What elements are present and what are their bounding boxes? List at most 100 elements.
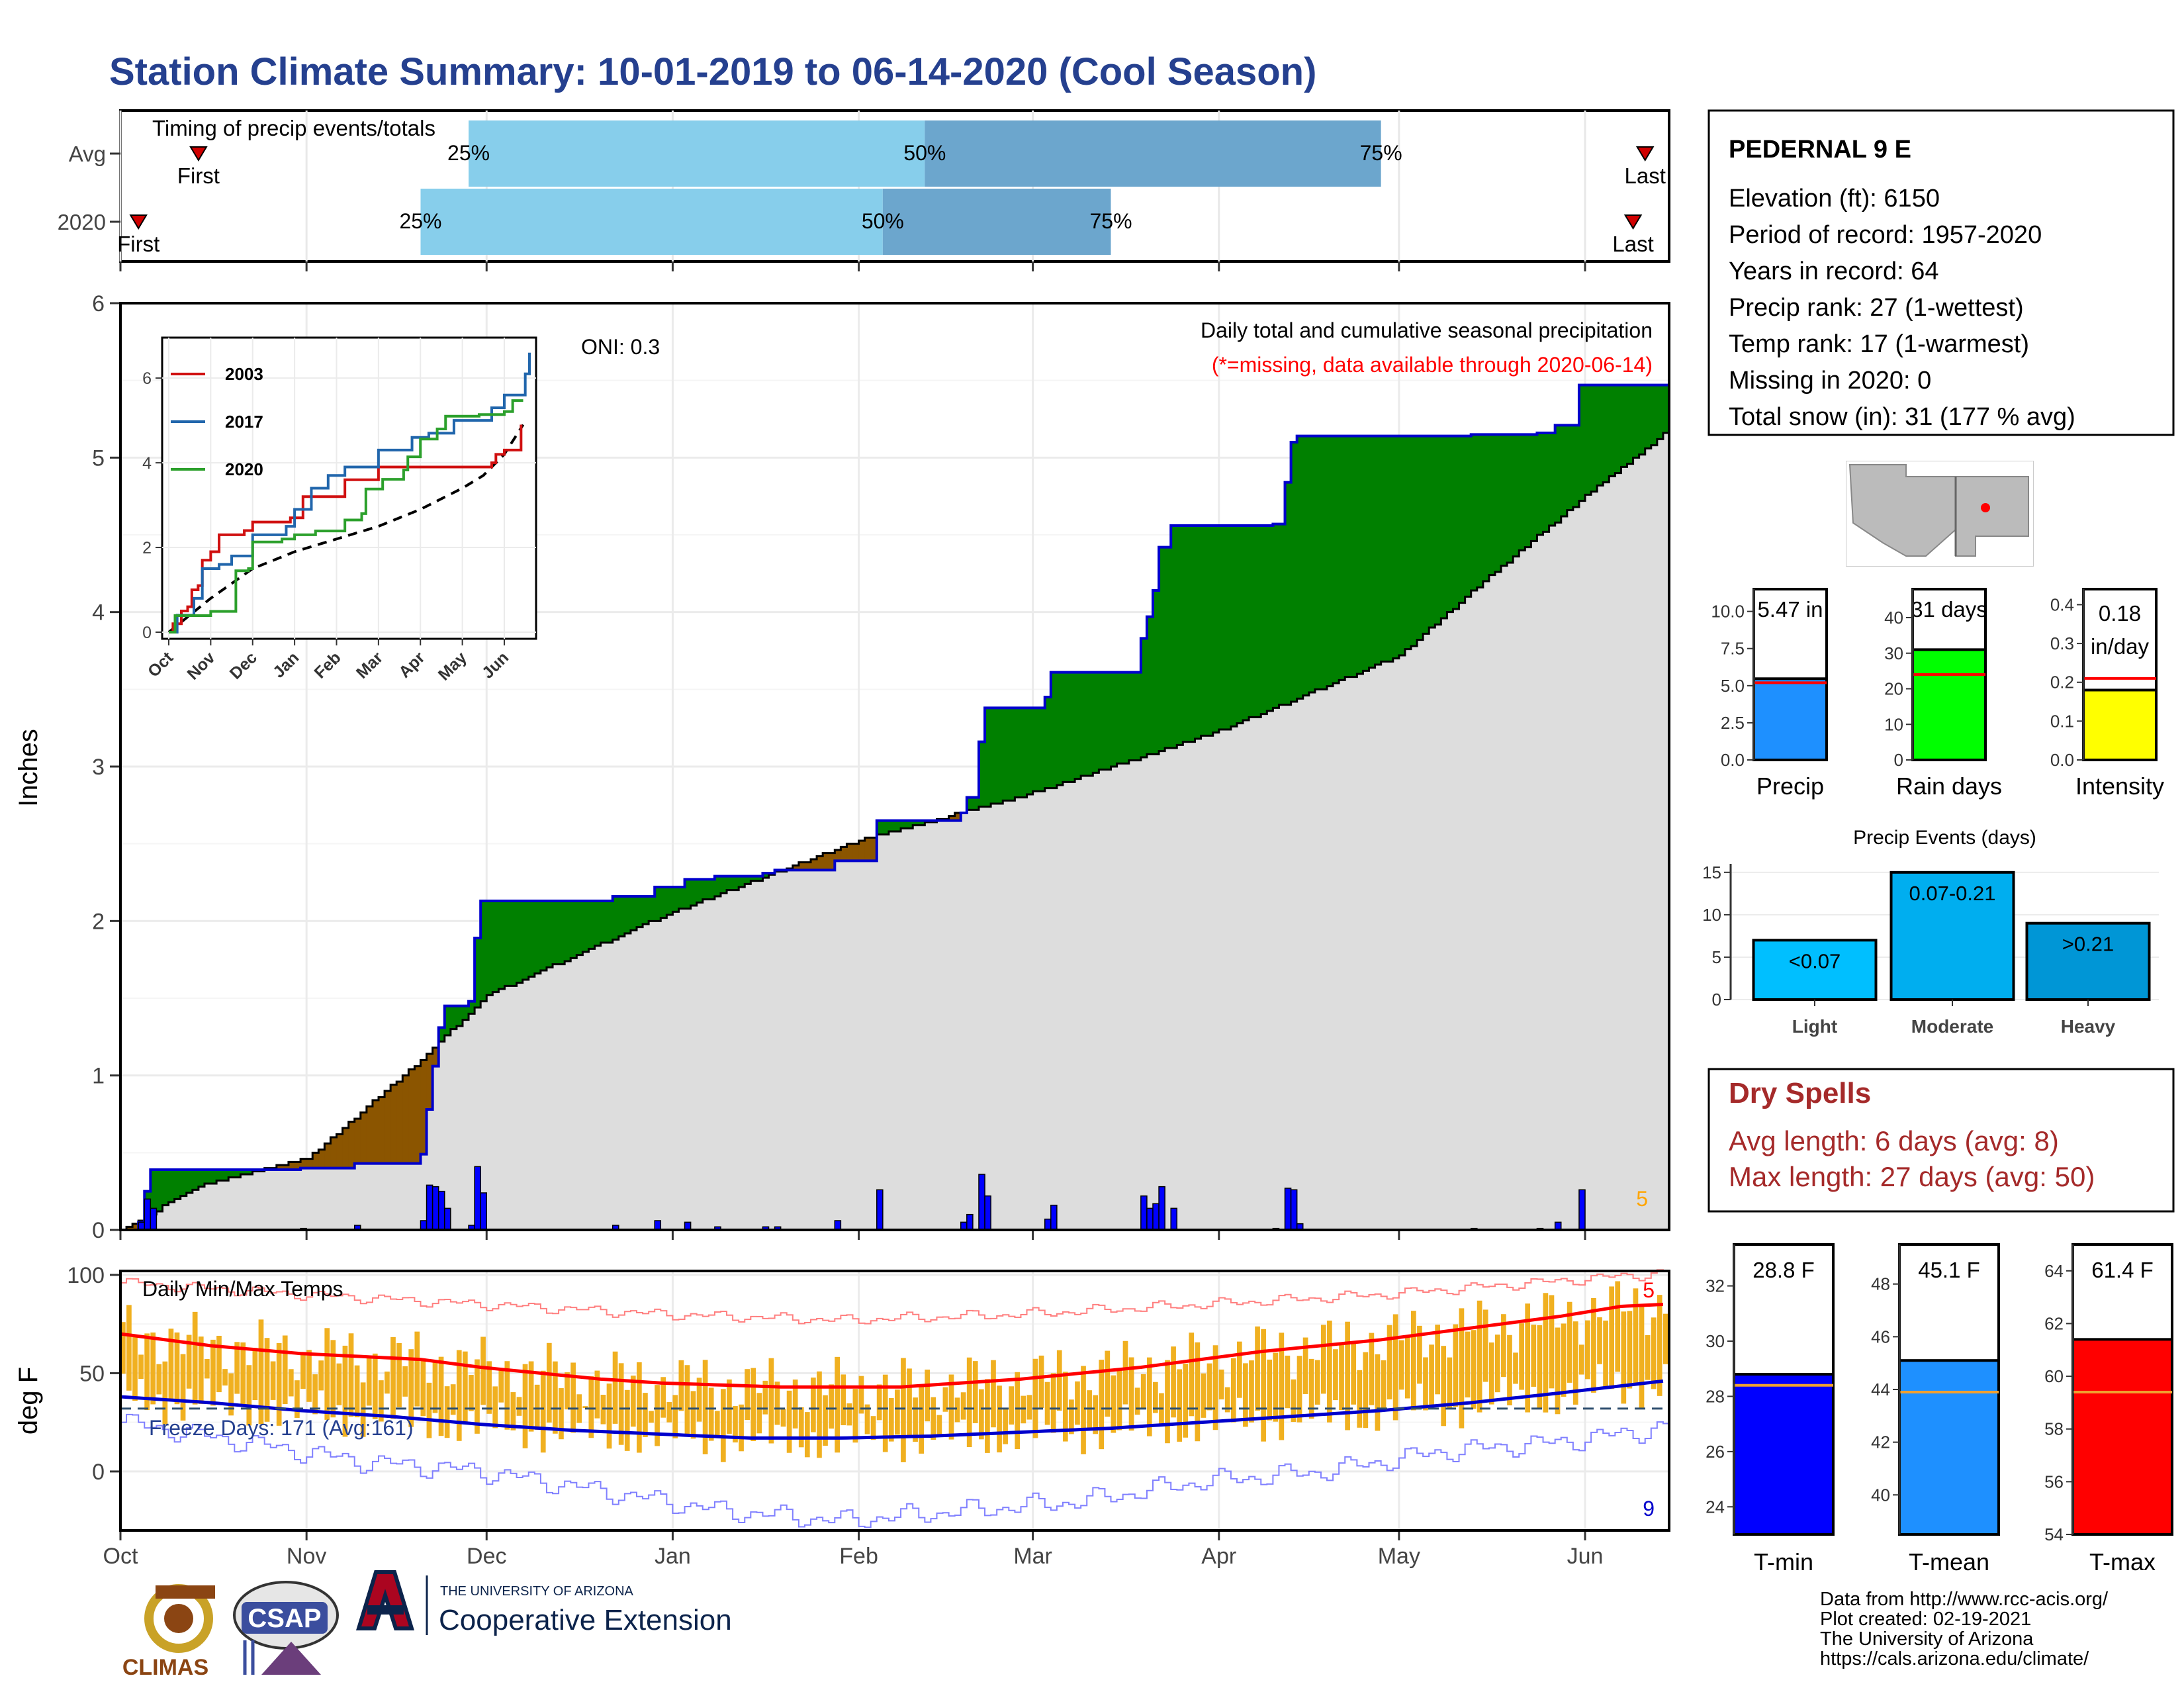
summary-bar-name: Precip: [1756, 773, 1824, 800]
temp-bar-y-tick-label: 56: [2044, 1472, 2064, 1491]
temp-value-label: 61.4 F: [2091, 1258, 2154, 1282]
daily-temp-bar: [1603, 1320, 1608, 1388]
month-label: Dec: [467, 1544, 506, 1569]
station-info-line: Missing in 2020: 0: [1729, 367, 1931, 395]
daily-temp-bar: [528, 1361, 534, 1432]
daily-temp-bar: [120, 1322, 126, 1374]
temp-bar-y-tick-label: 60: [2044, 1366, 2064, 1386]
precip-anomaly-fill: [276, 1165, 283, 1170]
precip-anomaly-fill: [846, 843, 854, 861]
daily-temp-bar: [1032, 1358, 1038, 1438]
daily-temp-bar: [714, 1411, 720, 1437]
daily-temp-bar: [1615, 1281, 1621, 1372]
daily-temp-bar: [919, 1385, 924, 1454]
precip-anomaly-fill: [1116, 672, 1124, 764]
daily-temp-bar: [1249, 1360, 1254, 1423]
timing-bar-25-50: [420, 189, 883, 255]
daily-temp-bar: [1050, 1373, 1056, 1433]
precip-anomaly-fill: [745, 876, 751, 884]
temp-ylabel: deg F: [14, 1367, 43, 1434]
summary-y-tick-label: 5.0: [1721, 676, 1745, 696]
daily-temp-bar: [666, 1402, 672, 1423]
events-bar-Moderate: [1889, 870, 2015, 1001]
precip-anomaly-fill: [823, 853, 829, 870]
daily-temp-bar: [162, 1361, 168, 1425]
daily-temp-bar: [1201, 1373, 1206, 1418]
timing-bar-50-75: [925, 120, 1381, 187]
precip-anomaly-fill: [1218, 526, 1226, 729]
precip-anomaly-fill: [978, 741, 985, 807]
precip-anomaly-fill: [1429, 436, 1435, 628]
daily-temp-bar: [672, 1395, 678, 1438]
daily-temp-bar: [379, 1380, 384, 1422]
daily-temp-bar: [462, 1351, 468, 1423]
summary-y-tick-label: 10: [1884, 714, 1903, 734]
daily-temp-bar: [330, 1340, 336, 1418]
daily-precip-bar: [1158, 1186, 1165, 1231]
precip-anomaly-fill: [216, 1170, 223, 1181]
daily-precip-bar: [966, 1213, 974, 1231]
precip-anomaly-fill: [228, 1170, 235, 1178]
precip-anomaly-fill: [1183, 526, 1190, 742]
precip-anomaly-fill: [835, 850, 841, 861]
timing-p25-label: 25%: [399, 209, 441, 233]
daily-temp-bar: [1308, 1358, 1314, 1419]
summary-y-tick-label: 40: [1884, 608, 1903, 628]
precip-anomaly-fill: [624, 896, 631, 933]
daily-temp-bar: [888, 1397, 894, 1442]
temp-bar-y-tick-label: 46: [1871, 1327, 1890, 1346]
precip-anomaly-fill: [1603, 385, 1610, 483]
precip-y-tick-label: 5: [92, 445, 105, 471]
summary-y-tick-label: 7.5: [1721, 639, 1745, 659]
daily-precip-bar: [432, 1186, 439, 1231]
precip-anomaly-fill: [655, 887, 661, 921]
precip-anomaly-fill: [1267, 526, 1273, 711]
daily-precip-bar: [1152, 1203, 1160, 1231]
daily-precip-bar: [984, 1195, 991, 1231]
daily-temp-bar: [1105, 1350, 1111, 1417]
daily-temp-bar: [780, 1409, 786, 1427]
precip-anomaly-fill: [972, 797, 979, 810]
daily-temp-bar: [1561, 1323, 1567, 1397]
daily-temp-bar: [751, 1368, 756, 1441]
daily-temp-bar: [156, 1364, 162, 1395]
dry-spells-box: Dry Spells Avg length: 6 days (avg: 8) M…: [1707, 1068, 2175, 1213]
precip-anomaly-fill: [462, 1006, 469, 1020]
precip-anomaly-fill: [751, 876, 757, 881]
month-label: Jun: [1567, 1544, 1604, 1569]
daily-temp-bar: [390, 1336, 396, 1419]
precip-anomaly-fill: [1171, 526, 1177, 748]
daily-temp-bar: [1488, 1342, 1494, 1405]
precip-anomaly-fill: [1099, 672, 1106, 770]
precip-anomaly-fill: [240, 1170, 248, 1174]
month-label: Mar: [1013, 1544, 1052, 1569]
daily-temp-bar: [1381, 1360, 1387, 1411]
precip-anomaly-fill: [702, 879, 709, 900]
daily-temp-bar: [174, 1332, 180, 1405]
precip-anomaly-fill: [1249, 526, 1255, 718]
daily-temp-bar: [1153, 1382, 1158, 1413]
precip-anomaly-fill: [150, 1170, 158, 1215]
daily-temp-bar: [1435, 1325, 1440, 1395]
precip-anomaly-fill: [126, 1227, 133, 1230]
daily-temp-bar: [1069, 1399, 1074, 1434]
precip-anomaly-fill: [1572, 425, 1580, 507]
precip-anomaly-fill: [870, 837, 878, 861]
precip-anomaly-fill: [553, 901, 559, 964]
daily-temp-bar: [240, 1342, 246, 1407]
temp-bar-y-tick-label: 62: [2044, 1313, 2064, 1333]
daily-temp-bar: [210, 1339, 216, 1406]
daily-temp-bar: [1261, 1329, 1266, 1442]
precip-anomaly-fill: [1297, 436, 1304, 699]
daily-temp-bar: [456, 1350, 462, 1441]
precip-anomaly-fill: [798, 862, 805, 870]
summary-bar-Intensity: [2082, 688, 2158, 762]
temp-bar-y-tick-label: 24: [1706, 1497, 1725, 1517]
daily-temp-bar: [1477, 1300, 1482, 1413]
precip-anomaly-fill: [1273, 524, 1280, 708]
oni-label: ONI: 0.3: [581, 335, 660, 359]
temp-bar-y-tick-label: 42: [1871, 1432, 1890, 1452]
daily-temp-bar: [1429, 1344, 1434, 1409]
daily-temp-bar: [1056, 1350, 1062, 1411]
